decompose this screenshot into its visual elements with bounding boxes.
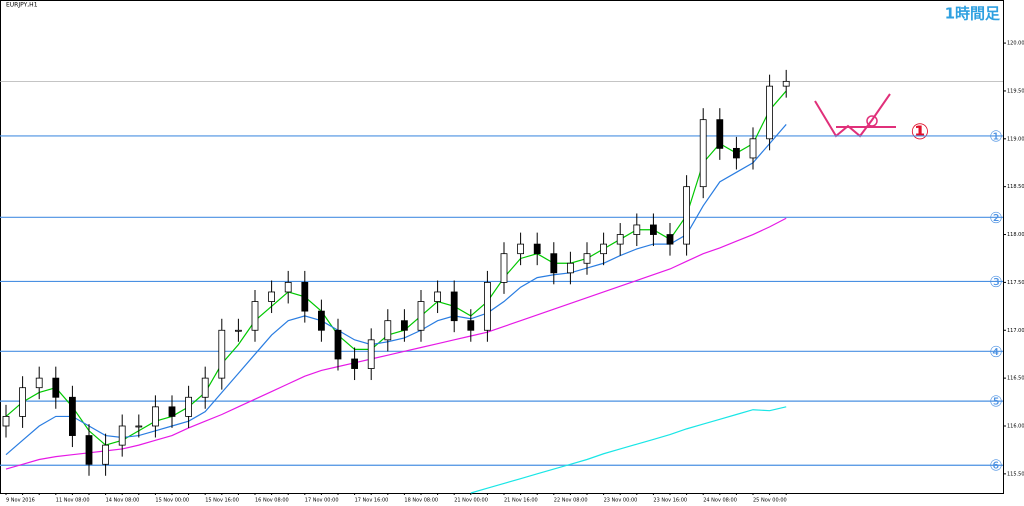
y-tick-label: 120.000 <box>1007 41 1024 47</box>
candle-body <box>301 281 309 312</box>
candle-body <box>52 377 60 398</box>
level-label: ⑥ <box>989 457 1002 475</box>
candle-body <box>483 281 491 331</box>
candle-body <box>102 444 109 465</box>
level-label: ⑤ <box>989 393 1002 411</box>
candle-body <box>716 119 724 149</box>
level-label: ① <box>989 127 1002 145</box>
level-label: ② <box>989 209 1002 227</box>
candle-body <box>85 435 93 465</box>
ma-line <box>5 217 787 470</box>
candle-body <box>367 339 375 369</box>
candle-body <box>69 396 76 436</box>
y-tick-label: 116.000 <box>1007 423 1024 429</box>
candle-body <box>384 320 392 341</box>
pattern-circle <box>866 115 878 127</box>
candle-body <box>600 243 607 255</box>
x-tick-label: 16 Nov 08:00 <box>255 498 289 504</box>
x-tick-label: 21 Nov 16:00 <box>504 498 538 504</box>
x-tick-label: 11 Nov 08:00 <box>56 498 90 504</box>
x-tick-label: 25 Nov 00:00 <box>753 498 787 504</box>
candle-body <box>782 80 790 87</box>
candle-body <box>583 253 591 264</box>
candle-body <box>135 425 143 428</box>
chart-title: EURJPY,H1 <box>6 2 38 9</box>
candle-body <box>201 377 209 398</box>
y-tick-label: 116.500 <box>1007 376 1024 382</box>
candle-body <box>317 310 325 331</box>
candle-body <box>234 329 242 332</box>
x-tick-label: 22 Nov 08:00 <box>554 498 588 504</box>
candle-body <box>616 234 624 245</box>
candle-body <box>699 119 707 188</box>
ma-line <box>5 124 787 456</box>
candle-body <box>467 320 475 331</box>
candle-body <box>35 377 43 389</box>
pattern-sketch <box>814 93 891 138</box>
candle-body <box>118 425 126 446</box>
y-tick-label: 117.500 <box>1007 280 1024 286</box>
candle-body <box>766 85 773 140</box>
y-tick-label: 118.000 <box>1007 232 1024 238</box>
x-tick-label: 14 Nov 08:00 <box>106 498 140 504</box>
candle-body <box>633 224 641 235</box>
y-tick-label: 119.500 <box>1007 88 1024 94</box>
x-tick-label: 23 Nov 00:00 <box>604 498 638 504</box>
candle-body <box>517 243 524 255</box>
timeframe-label: 1時間足 <box>945 5 1001 23</box>
x-tick-label: 9 Nov 2016 <box>6 498 35 504</box>
y-tick-label: 119.000 <box>1007 136 1024 142</box>
candle-body <box>550 253 558 274</box>
level-label: ④ <box>989 343 1002 361</box>
candle-body <box>450 291 458 322</box>
candle-body <box>567 262 574 274</box>
candle-body <box>218 329 226 379</box>
candle-body <box>251 301 259 331</box>
candle-body <box>417 301 425 331</box>
candle-body <box>2 416 10 427</box>
candle-body <box>666 234 674 245</box>
candle-body <box>733 147 740 159</box>
candle-body <box>334 329 342 360</box>
candle-body <box>434 291 442 302</box>
y-tick-label: 117.000 <box>1007 328 1024 334</box>
candle-body <box>650 224 657 235</box>
y-tick-label: 118.500 <box>1007 184 1024 190</box>
x-tick-label: 21 Nov 00:00 <box>454 498 488 504</box>
candle-body <box>19 387 27 417</box>
x-tick-label: 17 Nov 00:00 <box>305 498 339 504</box>
candle-body <box>168 406 176 417</box>
x-tick-label: 15 Nov 16:00 <box>205 498 239 504</box>
x-tick-label: 18 Nov 08:00 <box>404 498 438 504</box>
x-tick-label: 17 Nov 16:00 <box>355 498 389 504</box>
x-tick-label: 23 Nov 16:00 <box>653 498 687 504</box>
plot-frame <box>0 0 1004 494</box>
candle-body <box>151 406 159 427</box>
candle-body <box>351 358 359 369</box>
candle-body <box>268 291 276 302</box>
marker-label: ① <box>911 120 930 145</box>
candle-body <box>749 138 757 159</box>
candle-body <box>533 243 541 255</box>
y-tick-label: 115.500 <box>1007 471 1024 477</box>
x-tick-label: 15 Nov 00:00 <box>155 498 189 504</box>
candle-body <box>683 186 690 245</box>
candle-body <box>284 281 292 293</box>
candle-body <box>185 396 193 417</box>
candle-body <box>500 253 508 283</box>
ma-line <box>470 406 787 494</box>
candle-body <box>400 320 408 331</box>
x-tick-label: 24 Nov 08:00 <box>703 498 737 504</box>
level-label: ③ <box>989 273 1002 291</box>
